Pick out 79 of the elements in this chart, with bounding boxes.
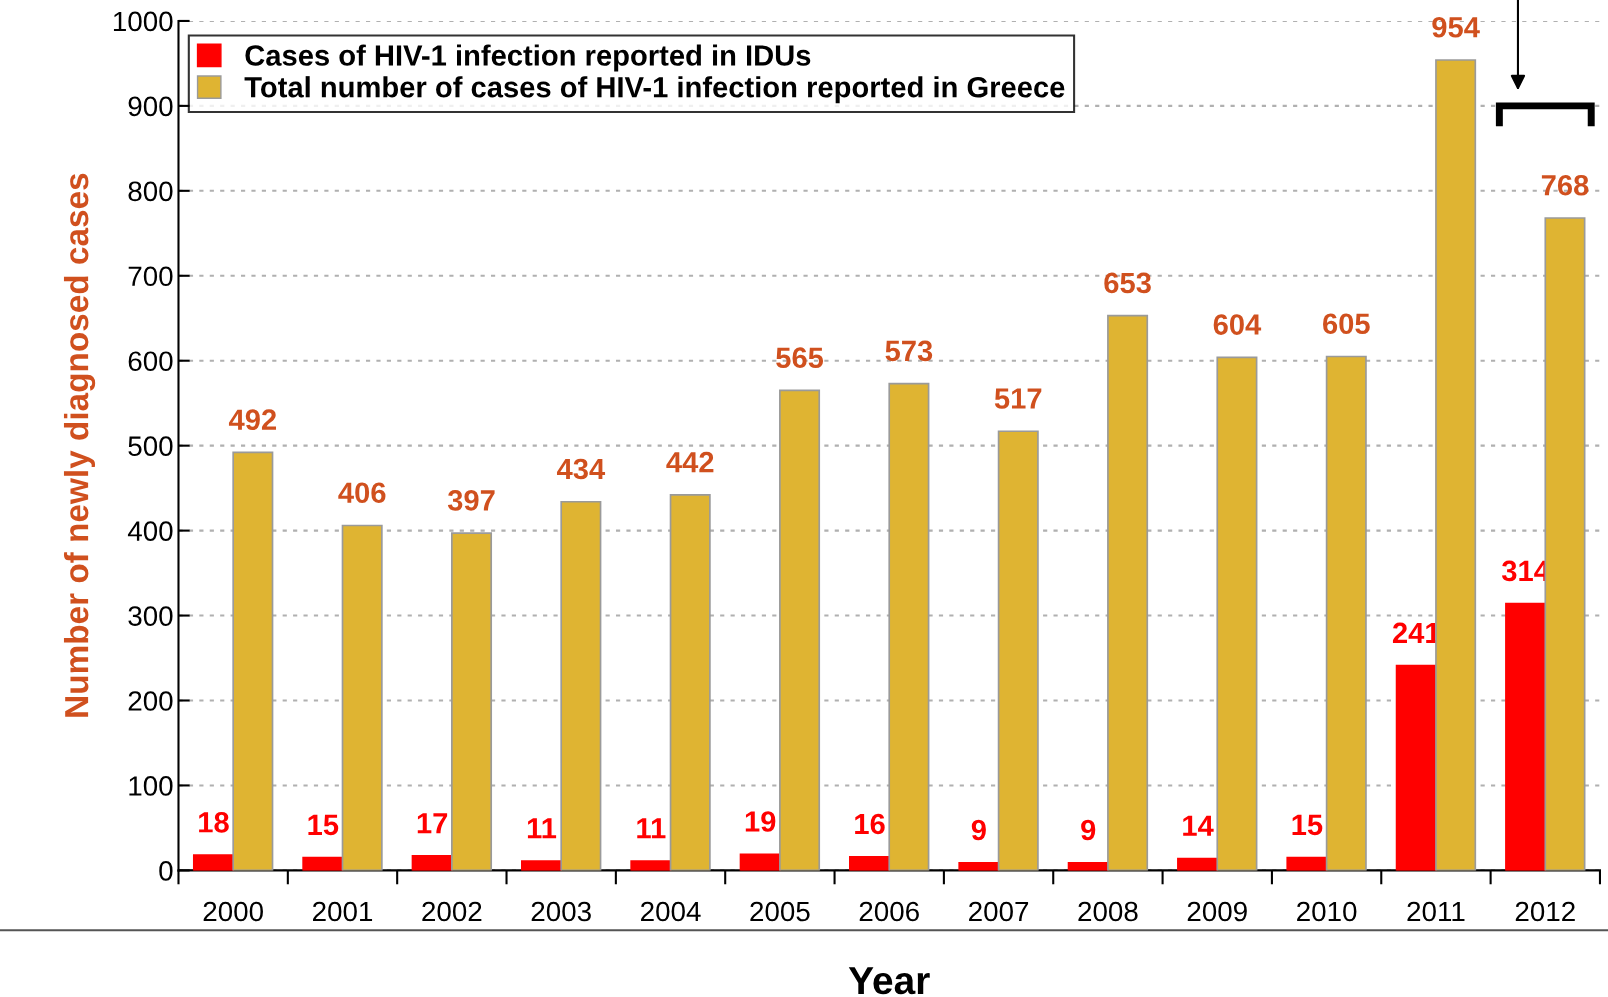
bar — [560, 500, 602, 871]
data-label: 11 — [527, 818, 557, 839]
data-label: 492 — [228, 409, 277, 431]
data-label: 14 — [1183, 815, 1214, 836]
x-tick-label: 2012 — [1515, 901, 1575, 922]
data-label: 15 — [1292, 814, 1323, 836]
bar — [1177, 857, 1219, 871]
y-axis-title: Number of newly diagnosed cases — [63, 173, 96, 717]
bar — [849, 855, 891, 871]
bar — [1216, 356, 1258, 871]
x-tick-label: 2010 — [1297, 901, 1357, 922]
bar — [958, 861, 1000, 871]
bar — [192, 854, 234, 871]
data-label: 442 — [666, 451, 714, 473]
data-label: 397 — [447, 490, 495, 511]
bar — [1544, 217, 1586, 871]
data-label: 434 — [556, 458, 606, 480]
data-label: 11 — [637, 818, 666, 839]
y-tick-label: 100 — [129, 776, 173, 796]
data-label: 605 — [1323, 313, 1370, 335]
data-label: 17 — [417, 813, 448, 834]
data-label: 15 — [308, 814, 339, 836]
bar — [739, 853, 781, 871]
bar — [1505, 602, 1547, 871]
x-tick-label: 2011 — [1407, 901, 1465, 922]
y-tick-label: 500 — [128, 436, 173, 456]
data-label: 768 — [1541, 174, 1589, 196]
x-tick-label: 2003 — [531, 901, 591, 922]
bar — [630, 860, 672, 871]
x-tick-label: 2008 — [1078, 901, 1138, 922]
data-label: 517 — [994, 388, 1042, 409]
legend-label: Cases of HIV-1 infection reported in IDUs — [245, 44, 811, 72]
data-label: 9 — [971, 819, 986, 841]
x-tick-label: 2004 — [641, 901, 701, 922]
bar — [341, 524, 383, 871]
y-tick-label: 300 — [128, 606, 173, 626]
y-tick-label: 600 — [128, 351, 173, 372]
data-label: 604 — [1213, 314, 1262, 335]
x-tick-label: 2009 — [1187, 901, 1247, 922]
data-label: 9 — [1081, 819, 1096, 841]
y-tick-label: 0 — [159, 861, 173, 881]
bar — [779, 389, 821, 871]
bar — [520, 860, 563, 871]
bar — [411, 855, 453, 871]
data-label: 653 — [1104, 272, 1151, 294]
y-tick-label: 700 — [128, 266, 173, 287]
x-tick-label: 2001 — [313, 901, 373, 922]
bar — [669, 494, 711, 871]
data-label: 406 — [338, 482, 386, 504]
bar — [302, 856, 344, 871]
x-tick-label: 2007 — [969, 901, 1029, 922]
data-label: 18 — [199, 812, 229, 833]
x-tick-label: 2000 — [203, 901, 263, 922]
x-tick-label: 2006 — [859, 901, 919, 922]
x-tick-label: 2002 — [422, 901, 482, 922]
data-label: 19 — [745, 811, 776, 832]
y-tick-label: 800 — [128, 181, 173, 202]
data-label: 565 — [776, 347, 824, 369]
bar — [1067, 861, 1109, 871]
bar — [451, 532, 493, 871]
data-label: 241 — [1392, 622, 1440, 643]
y-tick-label: 200 — [128, 691, 173, 711]
bar — [888, 382, 930, 871]
bar — [1286, 856, 1328, 871]
bar — [1435, 59, 1477, 871]
legend-label: Total number of cases of HIV-1 infection reported in Greece — [244, 76, 1065, 104]
y-tick-label: 400 — [127, 521, 173, 541]
x-axis-title: Year — [848, 967, 930, 995]
data-label: 954 — [1432, 16, 1480, 38]
bar — [1395, 664, 1437, 871]
bar — [997, 430, 1039, 871]
bar — [1107, 314, 1149, 871]
y-tick-label: 1000 — [113, 11, 173, 32]
y-tick-label: 900 — [128, 96, 173, 117]
bar — [232, 451, 274, 871]
x-tick-label: 2005 — [750, 901, 810, 922]
data-label: 573 — [885, 340, 933, 362]
bar — [1325, 355, 1367, 871]
data-label: 16 — [855, 813, 885, 835]
